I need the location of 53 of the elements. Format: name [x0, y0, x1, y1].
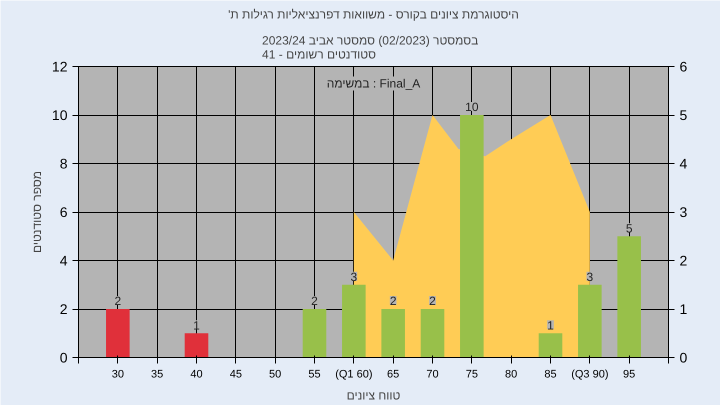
x-tick-label: 95: [623, 368, 636, 380]
data-label: 3: [350, 270, 358, 284]
y-tick-label: 2: [60, 301, 68, 317]
data-label: 3: [586, 270, 594, 284]
annotation: במשימה : Final_A: [326, 76, 420, 90]
data-label: 10: [465, 100, 479, 114]
bar: [420, 309, 444, 358]
bar: [342, 284, 366, 358]
bar: [302, 309, 326, 358]
x-tick-label: 80: [505, 368, 518, 380]
x-tick-label: 70: [426, 368, 439, 380]
y-axis-title: מספר סטודנטים: [30, 170, 44, 254]
x-tick-label: 30: [112, 368, 124, 380]
data-label: 1: [193, 318, 200, 332]
data-label: 5: [626, 221, 633, 236]
bar: [460, 115, 484, 358]
bar: [617, 236, 641, 358]
y2-tick-label: 3: [680, 204, 688, 220]
chart-title: 'היסטוגרמת ציונים בקורס - משוואות דפרנציאליות רגילות ת: [228, 8, 519, 22]
x-tick-label: 40: [190, 368, 203, 380]
x-tick-label: 65: [387, 368, 400, 380]
x-tick-label: 35: [151, 368, 164, 380]
x-axis-title: טווח ציונים: [346, 388, 401, 402]
y-tick-label: 0: [60, 350, 68, 366]
y2-tick-label: 4: [680, 156, 688, 172]
x-tick-label: (Q1 60): [335, 368, 372, 380]
y2-tick-label: 0: [680, 350, 688, 366]
chart-subtitle: בסמסטר (02/2023) סמסטר אביב 2023/24 סטודנטים רשומים - 41: [262, 34, 478, 62]
y-tick-label: 12: [52, 58, 68, 74]
data-label: 2: [311, 294, 318, 308]
x-tick-label: 55: [308, 368, 321, 380]
x-tick-label: 50: [269, 368, 282, 380]
x-tick-label: 85: [544, 368, 557, 380]
bar: [381, 309, 405, 358]
x-tick-label: 75: [466, 368, 478, 380]
bar: [578, 284, 602, 358]
y-tick-label: 10: [52, 107, 68, 123]
data-label: 1: [547, 318, 554, 332]
y2-tick-label: 5: [680, 107, 688, 123]
data-label: 2: [390, 294, 397, 308]
y2-tick-label: 6: [680, 58, 688, 74]
y2-tick-label: 1: [680, 301, 688, 317]
x-tick-label: 45: [230, 368, 242, 380]
bar: [106, 309, 130, 358]
y-tick-label: 8: [60, 156, 68, 172]
x-tick-label: (Q3 90): [571, 368, 608, 380]
data-label: 2: [114, 294, 122, 308]
bar: [184, 333, 208, 358]
y-tick-label: 6: [60, 204, 68, 220]
bar: [538, 333, 562, 358]
y2-tick-label: 2: [680, 252, 688, 268]
y-tick-label: 4: [60, 252, 68, 268]
data-label: 2: [429, 294, 436, 308]
